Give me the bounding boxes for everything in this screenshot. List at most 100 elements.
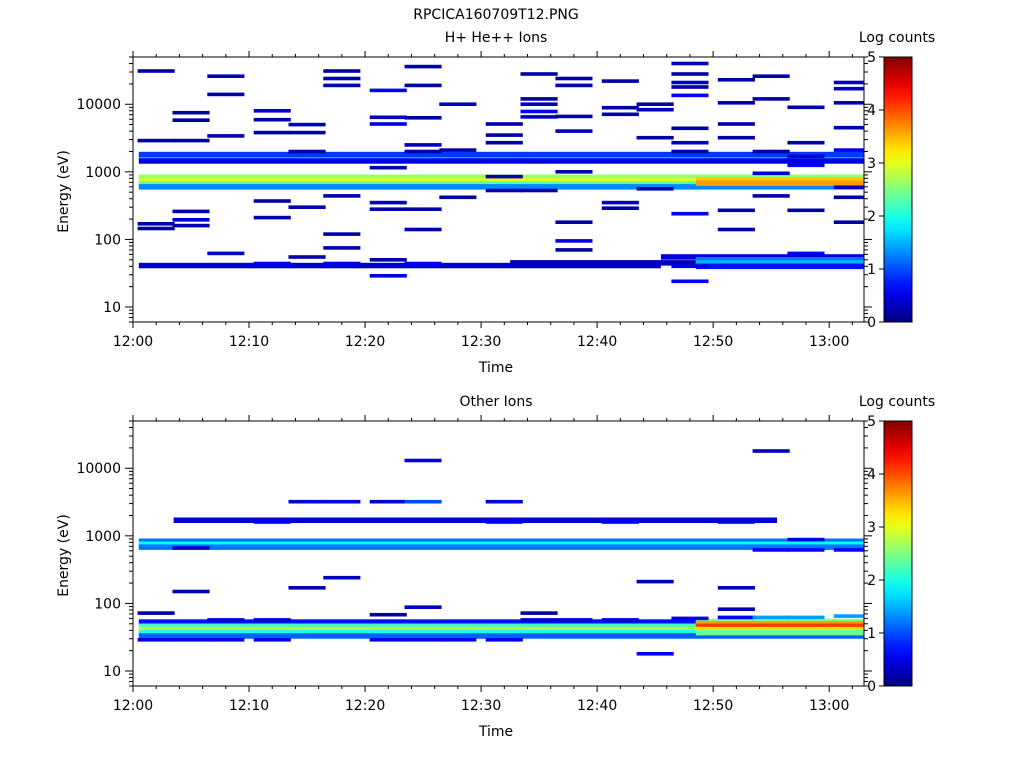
count-cell <box>671 61 709 66</box>
count-cell <box>520 115 558 119</box>
count-cell <box>323 69 361 73</box>
count-cell <box>404 207 442 211</box>
count-cell <box>601 79 639 83</box>
energy-band <box>695 263 864 270</box>
count-cell <box>671 211 709 216</box>
count-cell <box>369 88 407 93</box>
count-cell <box>601 618 639 622</box>
colorbar-tick-label: 0 <box>867 315 876 331</box>
count-cell <box>404 64 442 69</box>
count-cell <box>253 130 291 135</box>
count-cell <box>404 227 442 232</box>
energy-band <box>695 257 864 263</box>
colorbar-tick-label: 0 <box>867 679 876 695</box>
x-tick-label: 12:40 <box>577 698 617 714</box>
energy-band <box>138 262 661 269</box>
count-cell <box>323 246 361 250</box>
count-cell <box>752 149 790 154</box>
count-cell <box>485 520 523 524</box>
count-cell <box>288 130 326 135</box>
count-cell <box>253 199 291 203</box>
count-cell <box>172 118 210 122</box>
count-cell <box>172 209 210 214</box>
count-cell <box>404 143 442 147</box>
count-cell <box>520 109 558 114</box>
colorbar-tick-label: 1 <box>867 626 876 642</box>
count-cell <box>787 251 825 256</box>
count-cell <box>717 520 755 524</box>
count-cell <box>369 638 407 642</box>
count-cell <box>671 279 709 284</box>
energy-band <box>138 629 864 636</box>
count-cell <box>601 520 639 524</box>
count-cell <box>752 449 790 453</box>
energy-band <box>695 629 864 636</box>
count-cell <box>288 149 326 154</box>
count-cell <box>253 117 291 122</box>
count-cell <box>404 605 442 609</box>
count-cell <box>137 222 175 226</box>
x-tick-label: 12:50 <box>693 698 733 714</box>
count-cell <box>520 97 558 101</box>
x-tick-label: 12:00 <box>113 698 153 714</box>
count-cell <box>439 195 477 200</box>
energy-band <box>173 517 778 523</box>
count-cell <box>833 80 864 85</box>
count-cell <box>485 122 523 126</box>
energy-band <box>695 180 864 186</box>
energy-band <box>138 626 864 633</box>
count-cell <box>207 92 245 97</box>
y-tick-label: 10 <box>103 300 121 316</box>
x-tick-label: 12:40 <box>577 334 617 350</box>
count-cell <box>520 618 558 622</box>
count-cell <box>671 140 709 145</box>
count-cell <box>323 232 361 236</box>
count-cell <box>555 618 593 622</box>
colorbar-tick-label: 3 <box>867 156 876 172</box>
energy-band <box>138 541 864 547</box>
count-cell <box>833 195 864 200</box>
count-cell <box>172 138 210 143</box>
count-cell <box>369 499 407 504</box>
count-cell <box>485 133 523 137</box>
count-cell <box>207 74 245 78</box>
y-tick-label: 1000 <box>85 529 121 545</box>
count-cell <box>253 618 291 622</box>
count-cell <box>253 261 291 266</box>
count-cell <box>485 174 523 179</box>
energy-band <box>138 158 864 164</box>
count-cell <box>404 83 442 88</box>
colorbar-tick-label: 5 <box>867 50 876 66</box>
count-cell <box>601 200 639 205</box>
count-cell <box>671 80 709 85</box>
count-cell <box>833 101 864 105</box>
data-layer <box>137 61 864 284</box>
x-tick-label: 13:00 <box>809 698 849 714</box>
count-cell <box>137 69 175 73</box>
count-cell <box>787 163 825 168</box>
count-cell <box>752 74 790 78</box>
count-cell <box>288 586 326 590</box>
count-cell <box>369 274 407 278</box>
colorbar-tick-label: 2 <box>867 573 876 589</box>
x-axis-label: Time <box>478 724 513 740</box>
count-cell <box>717 227 755 232</box>
energy-band <box>695 177 864 183</box>
count-cell <box>787 140 825 145</box>
energy-band <box>695 623 864 629</box>
count-cell <box>404 149 442 154</box>
count-cell <box>717 607 755 611</box>
count-cell <box>555 220 593 224</box>
energy-band <box>138 151 864 158</box>
count-cell <box>253 215 291 220</box>
count-cell <box>671 264 709 269</box>
count-cell <box>137 638 175 642</box>
count-cell <box>288 255 326 259</box>
count-cell <box>555 248 593 252</box>
y-tick-label: 10000 <box>76 461 121 477</box>
panel-h-he-ions: H+ He++ Ions 12:00 12:10 12:20 12:30 12:40 12:… <box>56 30 935 376</box>
count-cell <box>137 226 175 231</box>
count-cell <box>207 638 245 642</box>
count-cell <box>717 208 755 213</box>
count-cell <box>787 537 825 542</box>
